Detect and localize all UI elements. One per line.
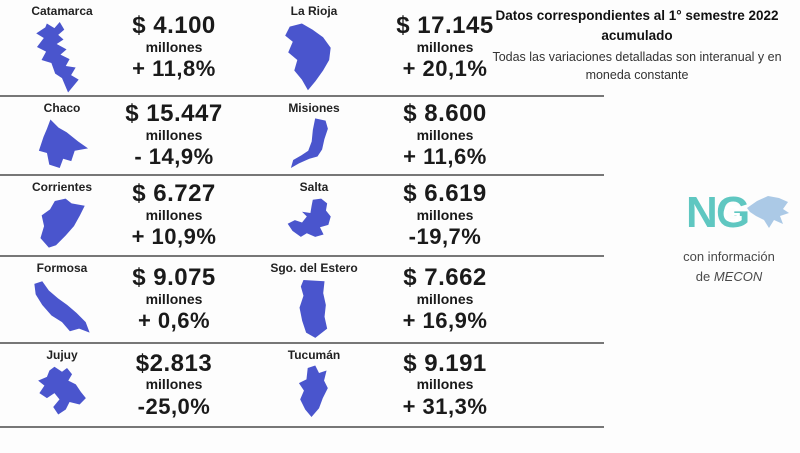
ng-logo: N G G	[664, 183, 794, 243]
province-name-label: Jujuy	[46, 348, 78, 362]
province-rows: Catamarca $ 4.100 millones + 11,8% La Ri…	[0, 0, 604, 428]
province-name-label: La Rioja	[290, 4, 338, 18]
amount-value: $ 15.447	[125, 100, 223, 128]
variation-value: + 10,9%	[131, 224, 217, 250]
province-card-formosa: Formosa $ 9.075 millones + 0,6%	[0, 257, 240, 342]
variation-value: + 31,3%	[402, 393, 488, 419]
row-5: Jujuy $2.813 millones -25,0% Tucumán $ 9…	[0, 344, 604, 428]
header-title: Datos correspondientes al 1° semestre 20…	[495, 8, 779, 43]
variation-value: + 11,8%	[132, 56, 216, 82]
province-name-label: Chaco	[43, 101, 81, 115]
province-name-label: Misiones	[288, 101, 340, 115]
variation-value: -25,0%	[137, 393, 211, 419]
header-note: Datos correspondientes al 1° semestre 20…	[478, 6, 796, 84]
variation-value: -19,7%	[408, 224, 482, 250]
caption-line1: con información	[683, 249, 775, 264]
amount-unit: millones	[145, 290, 203, 307]
amount-unit: millones	[416, 38, 474, 55]
province-name-label: Tucumán	[287, 348, 341, 362]
amount-value: $ 7.662	[403, 264, 487, 292]
amount-value: $ 9.191	[403, 349, 487, 377]
amount-unit: millones	[416, 206, 474, 223]
province-card-tucuman: Tucumán $ 9.191 millones + 31,3%	[240, 344, 604, 426]
variation-value: + 11,6%	[403, 144, 487, 170]
amount-value: $ 4.100	[132, 12, 216, 40]
province-name-label: Salta	[299, 180, 329, 194]
row-1: Catamarca $ 4.100 millones + 11,8% La Ri…	[0, 0, 604, 97]
province-card-la-rioja: La Rioja $ 17.145 millones + 20,1%	[240, 0, 604, 95]
province-card-corrientes: Corrientes $ 6.727 millones + 10,9%	[0, 176, 240, 255]
amount-unit: millones	[416, 126, 474, 143]
caption-prefix: de	[695, 268, 714, 284]
province-name-label: Catamarca	[31, 4, 93, 18]
row-4: Formosa $ 9.075 millones + 0,6% Sgo. del…	[0, 257, 604, 344]
amount-value: $2.813	[135, 349, 213, 377]
logo-letter-g: G G	[716, 188, 750, 237]
amount-value: $ 9.075	[132, 264, 216, 292]
amount-unit: millones	[416, 290, 474, 307]
catamarca-map-icon	[36, 22, 79, 93]
row-2: Chaco $ 15.447 millones - 14,9% Misiones…	[0, 97, 604, 176]
jujuy-map-icon	[38, 366, 86, 415]
province-card-salta: Salta $ 6.619 millones -19,7%	[240, 176, 604, 255]
amount-unit: millones	[145, 206, 203, 223]
amount-value: $ 17.145	[396, 12, 494, 40]
amount-value: $ 6.619	[403, 180, 487, 208]
tucuman-map-icon	[298, 365, 328, 418]
logo-block: N G G con información de MECON	[664, 183, 794, 286]
province-name-label: Corrientes	[31, 180, 93, 194]
header-subtitle: Todas las variaciones detalladas son int…	[492, 50, 782, 83]
chaco-map-icon	[38, 119, 89, 169]
la-rioja-map-icon	[285, 23, 331, 91]
argentina-region-map-icon	[747, 196, 789, 228]
corrientes-map-icon	[40, 198, 85, 248]
variation-value: + 16,9%	[402, 308, 488, 334]
province-card-misiones: Misiones $ 8.600 millones + 11,6%	[240, 97, 604, 174]
amount-unit: millones	[145, 126, 203, 143]
amount-unit: millones	[145, 376, 203, 393]
province-card-catamarca: Catamarca $ 4.100 millones + 11,8%	[0, 0, 240, 95]
sgo-del-estero-map-icon	[299, 280, 328, 339]
row-3: Corrientes $ 6.727 millones + 10,9% Salt…	[0, 176, 604, 257]
province-name-label: Sgo. del Estero	[270, 261, 358, 275]
amount-value: $ 8.600	[403, 100, 487, 128]
province-card-chaco: Chaco $ 15.447 millones - 14,9%	[0, 97, 240, 174]
logo-letter-n: N	[686, 188, 718, 237]
amount-value: $ 6.727	[132, 180, 216, 208]
province-card-jujuy: Jujuy $2.813 millones -25,0%	[0, 344, 240, 426]
amount-unit: millones	[145, 38, 203, 55]
variation-value: + 20,1%	[402, 56, 488, 82]
salta-map-icon	[287, 198, 331, 238]
variation-value: - 14,9%	[134, 144, 214, 170]
province-card-sgo-del-estero: Sgo. del Estero $ 7.662 millones + 16,9%	[240, 257, 604, 342]
logo-caption: con información de MECON	[664, 247, 794, 286]
formosa-map-icon	[34, 281, 90, 333]
amount-unit: millones	[416, 376, 474, 393]
misiones-map-icon	[290, 118, 328, 169]
variation-value: + 0,6%	[137, 308, 211, 334]
caption-source: MECON	[713, 268, 763, 284]
province-name-label: Formosa	[36, 261, 88, 275]
